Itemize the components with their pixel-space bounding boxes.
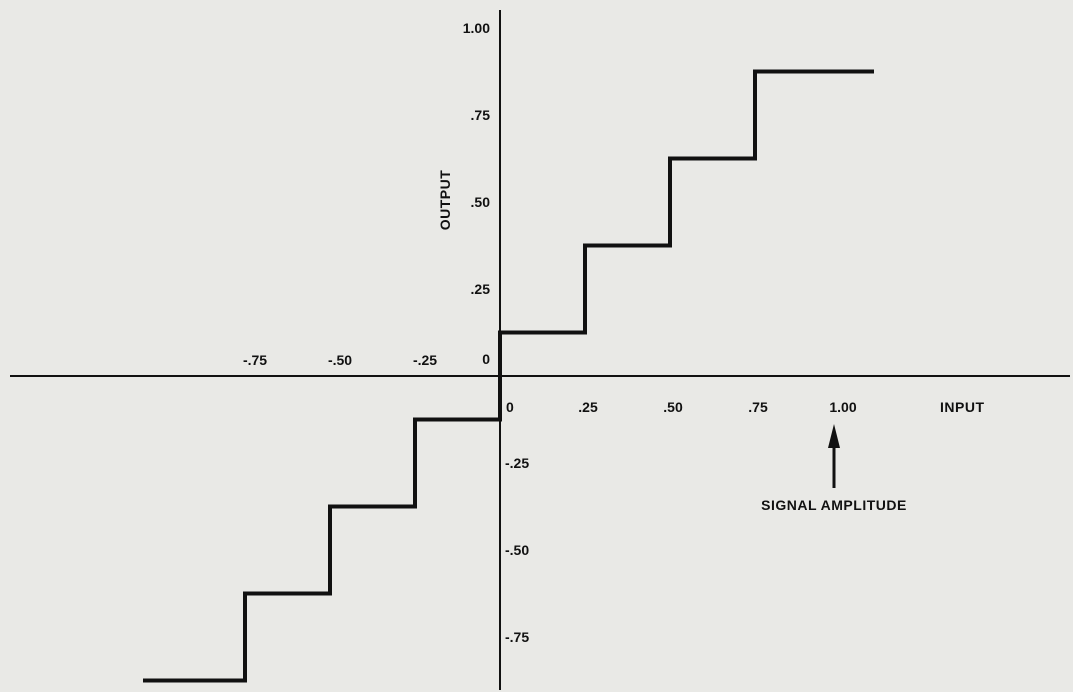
step-series <box>143 69 874 683</box>
y-tick-label: 1.00 <box>463 20 490 36</box>
signal-amplitude-annotation: SIGNAL AMPLITUDE <box>761 424 907 513</box>
x-axis-label: INPUT <box>940 399 985 415</box>
x-tick-label: .50 <box>663 399 683 415</box>
x-tick-label: .25 <box>578 399 598 415</box>
signal-amplitude-label: SIGNAL AMPLITUDE <box>761 497 907 513</box>
arrow-up-icon <box>828 424 840 448</box>
y-axis-label: OUTPUT <box>437 170 453 231</box>
y-tick-label: -.75 <box>505 629 529 645</box>
y-tick-labels: 1.00 .75 .50 .25 0 -.25 -.50 -.75 <box>463 20 530 645</box>
y-tick-label: -.50 <box>505 542 529 558</box>
x-tick-label: 0 <box>506 399 514 415</box>
x-tick-label: -.25 <box>413 352 437 368</box>
y-tick-label: 0 <box>482 351 490 367</box>
x-tick-label: 1.00 <box>829 399 856 415</box>
output-step-line <box>143 69 874 683</box>
y-tick-label: .50 <box>471 194 491 210</box>
y-tick-label: .25 <box>471 281 491 297</box>
x-tick-label: -.50 <box>328 352 352 368</box>
y-tick-label: -.25 <box>505 455 529 471</box>
y-tick-label: .75 <box>471 107 491 123</box>
x-tick-label: .75 <box>748 399 768 415</box>
x-tick-labels-negative: -.75 -.50 -.25 <box>243 352 437 368</box>
x-tick-label: -.75 <box>243 352 267 368</box>
x-tick-labels-positive: 0 .25 .50 .75 1.00 <box>506 399 857 415</box>
